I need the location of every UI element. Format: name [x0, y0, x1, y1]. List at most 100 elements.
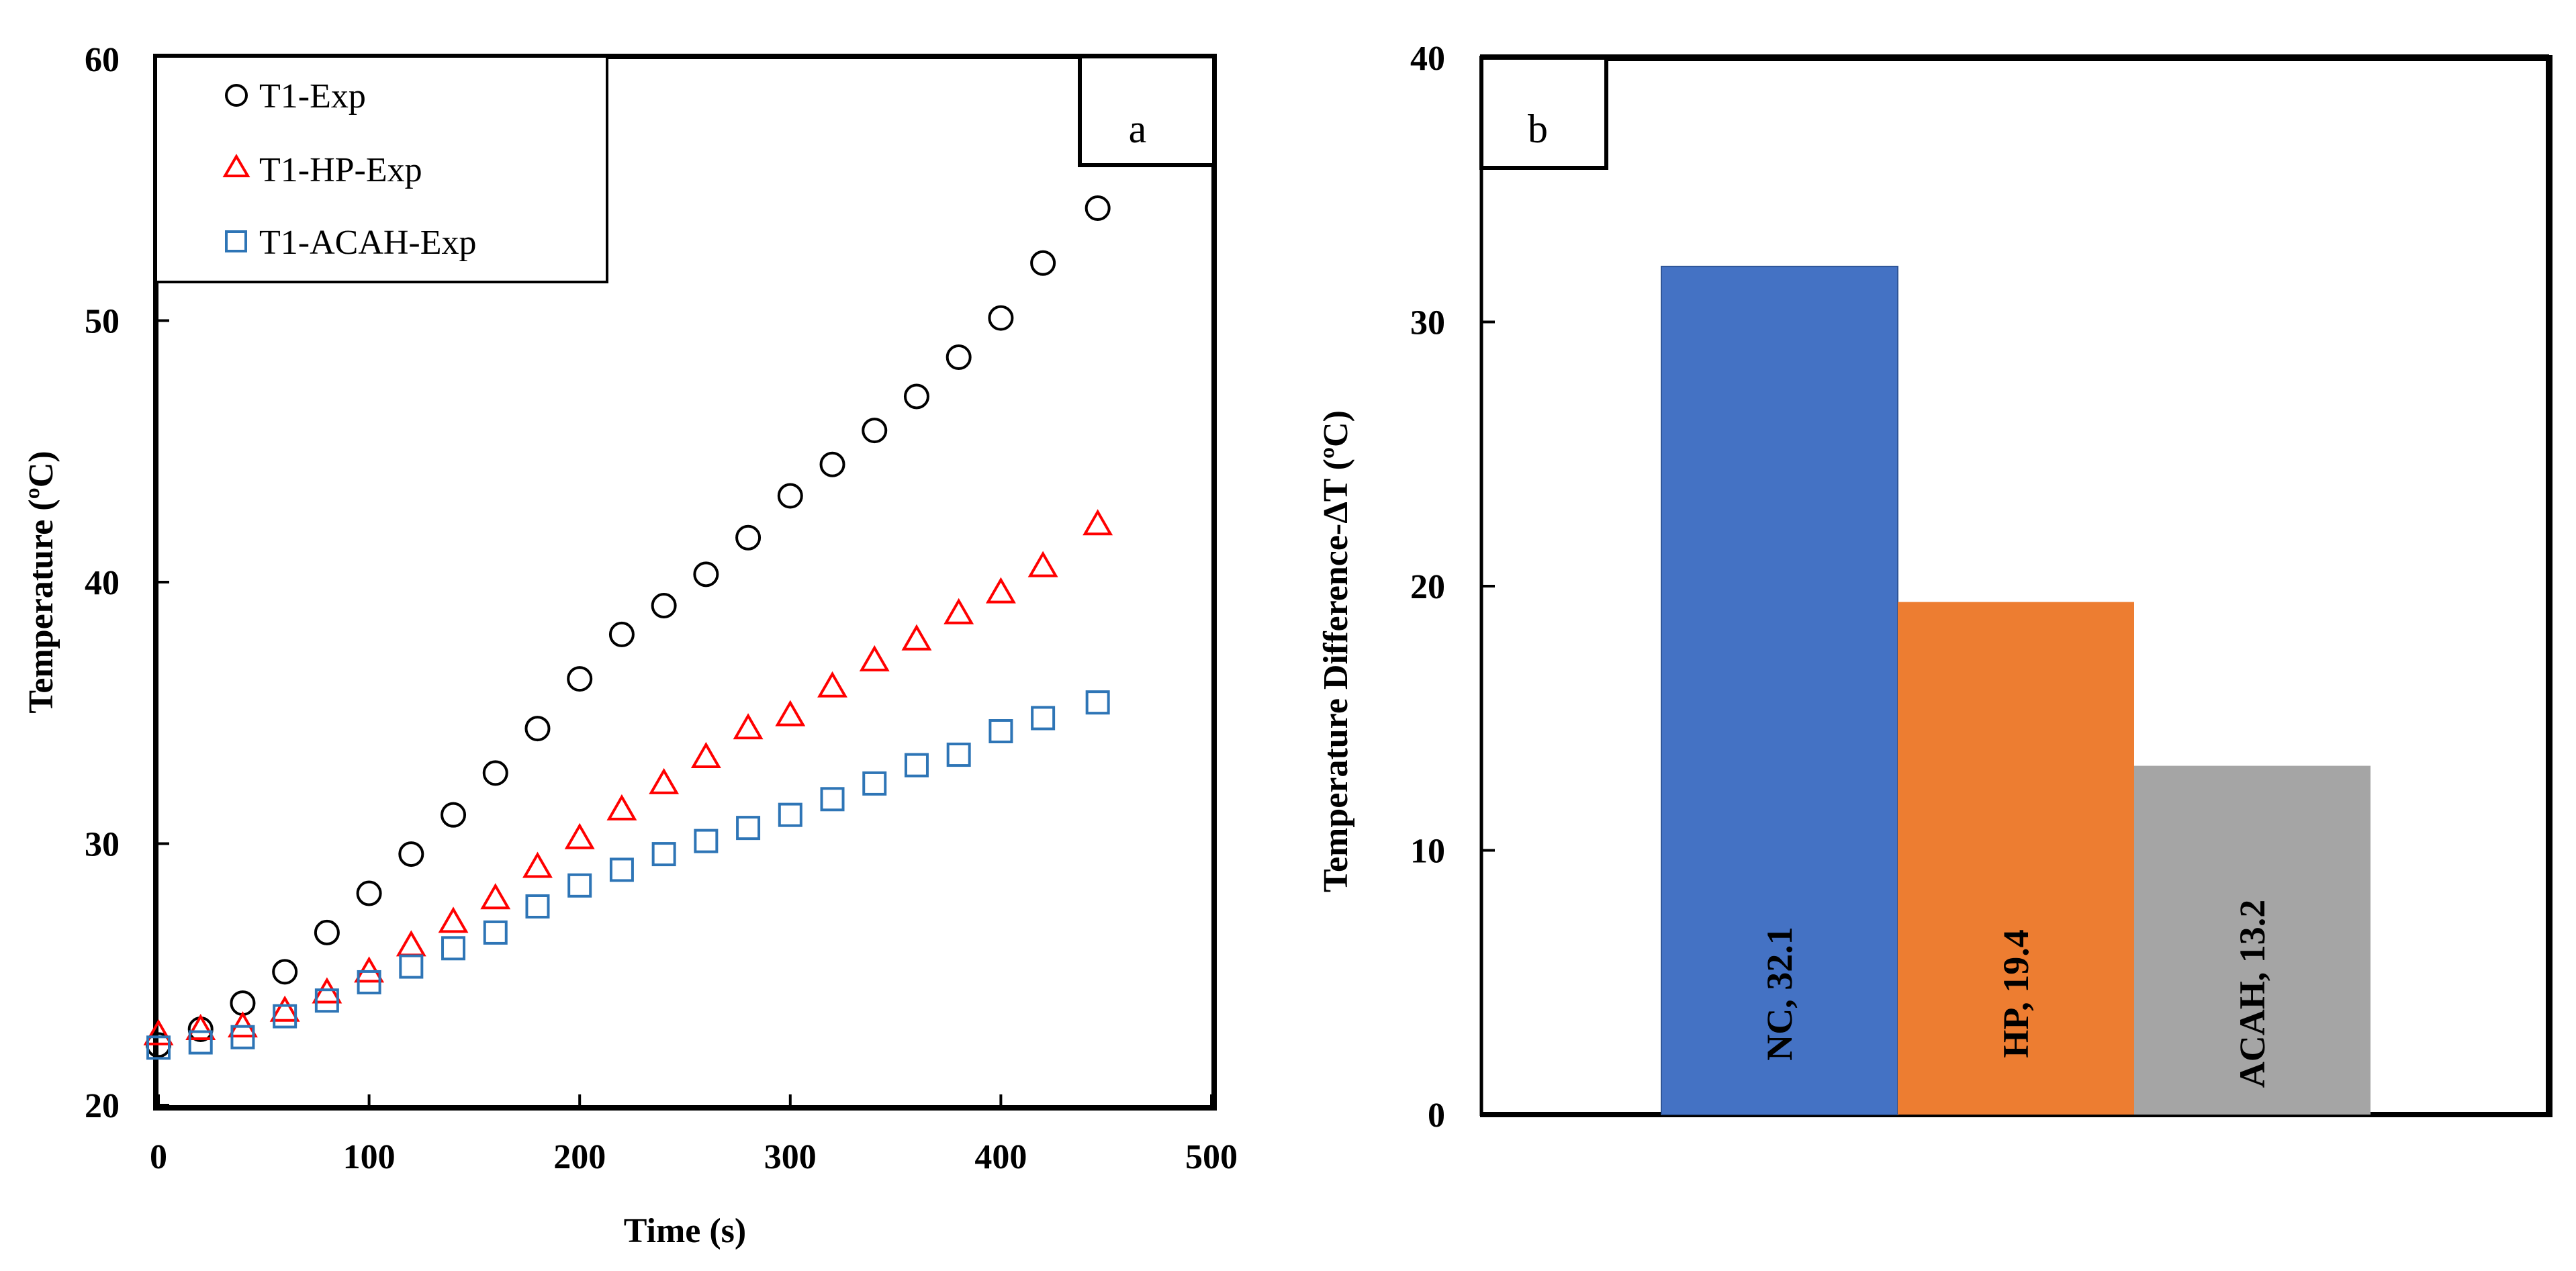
chart-a-x-axis-title: Time (s) [624, 1212, 746, 1250]
chart-a-point-t1-acah-exp [988, 719, 1013, 744]
chart-a-legend-entry-t1-hp-exp: T1-HP-Exp [259, 151, 422, 189]
chart-a-point-t1-acah-exp [525, 894, 550, 919]
chart-a-point-t1-acah-exp [357, 970, 381, 994]
chart-a-point-t1-hp-exp [438, 906, 469, 933]
chart-a-point-t1-hp-exp [649, 767, 680, 794]
chart-b-bar-hp [1898, 602, 2134, 1115]
chart-a-legend-box [154, 55, 608, 283]
chart-a-y-axis-title: Temperature (ºC) [22, 451, 60, 713]
chart-a-point-t1-hp-exp [690, 741, 721, 768]
chart-a-point-t1-hp-exp [522, 851, 553, 878]
chart-a-x-tick-label: 100 [343, 1138, 396, 1176]
chart-a-point-t1-acah-exp [314, 988, 339, 1013]
chart-b-y-tick-label: 40 [1410, 40, 1445, 78]
chart-a-point-t1-acah-exp [273, 1004, 297, 1029]
chart-a-point-t1-exp [651, 593, 677, 619]
chart-a-data-points [143, 195, 1113, 1060]
chart-a-point-t1-hp-exp [733, 713, 764, 740]
chart-a-point-t1-hp-exp [143, 1019, 174, 1045]
chart-a-point-t1-hp-exp [1083, 509, 1113, 536]
chart-a-y-tick-label: 60 [85, 41, 120, 79]
chart-a-point-t1-acah-exp [694, 829, 719, 853]
chart-a-legend: T1-Exp T1-HP-Exp T1-ACAH-Exp [154, 55, 608, 283]
chart-a-panel-label-box [1078, 54, 1216, 167]
chart-a-panel-label: a [1129, 107, 1147, 151]
chart-b-bar-acah [2134, 765, 2371, 1115]
chart-a-point-t1-acah-exp [1031, 706, 1056, 731]
chart-a-point-t1-hp-exp [1027, 551, 1058, 577]
chart-a-point-t1-hp-exp [944, 598, 974, 624]
chart-a-x-tick-label: 0 [150, 1138, 167, 1176]
chart-b-panel-label: b [1528, 107, 1548, 151]
chart-a-point-t1-acah-exp [483, 920, 508, 945]
chart-a-point-t1-hp-exp [185, 1014, 216, 1041]
chart-a-point-t1-exp [735, 524, 762, 551]
chart-a-point-t1-exp [819, 451, 845, 477]
chart-a-point-t1-hp-exp [901, 624, 932, 651]
legend-marker-square [225, 230, 247, 252]
chart-a-point-t1-acah-exp [651, 842, 676, 867]
chart-a-x-tick-label: 400 [974, 1138, 1027, 1176]
chart-a-point-t1-exp [272, 959, 298, 985]
chart-a-point-t1-exp [693, 561, 719, 587]
chart-a-point-t1-hp-exp [606, 794, 637, 820]
chart-a-point-t1-acah-exp [736, 816, 761, 841]
chart-a-point-t1-hp-exp [396, 930, 426, 957]
chart-a-point-t1-hp-exp [269, 995, 300, 1022]
chart-a-point-t1-hp-exp [354, 956, 385, 983]
chart-b-y-axis: 0 10 20 30 40 [1410, 40, 1495, 1135]
chart-a-point-t1-acah-exp [188, 1030, 213, 1055]
chart-a-point-t1-acah-exp [946, 743, 971, 767]
chart-a-point-t1-exp [356, 880, 382, 906]
chart-a-y-tick-label: 20 [85, 1087, 120, 1125]
chart-a-point-t1-acah-exp [862, 771, 887, 796]
chart-a-point-t1-exp [777, 483, 803, 509]
chart-a-point-t1-acah-exp [441, 936, 466, 961]
legend-marker-triangle [222, 154, 250, 177]
chart-b: 0 10 20 30 40 NC, 32.1 HP, 19.4 ACAH, 13.2 Tem… [1317, 40, 2552, 1135]
chart-a-legend-entry-t1-acah-exp: T1-ACAH-Exp [259, 224, 477, 262]
chart-b-bar-nc [1661, 265, 1898, 1115]
chart-a-point-t1-hp-exp [480, 883, 511, 910]
chart-a-point-t1-exp [862, 418, 888, 444]
chart-b-y-tick-label: 20 [1410, 568, 1445, 606]
chart-b-panel-label-box [1479, 56, 1608, 170]
chart-a-point-t1-hp-exp [775, 700, 806, 726]
chart-a-y-axis: 20 30 40 50 60 [85, 41, 169, 1125]
chart-a-point-t1-hp-exp [564, 822, 595, 849]
chart-b-y-axis-title: Temperature Difference-ΔT (ºC) [1317, 410, 1355, 892]
chart-a-y-tick-label: 50 [85, 303, 120, 341]
chart-a-x-tick-label: 500 [1185, 1138, 1238, 1176]
chart-a-point-t1-exp [567, 666, 593, 692]
chart-a-legend-entry-t1-exp: T1-Exp [259, 77, 366, 115]
chart-a-x-tick-label: 200 [553, 1138, 606, 1176]
chart-a-x-tick-label: 300 [764, 1138, 817, 1176]
chart-a-point-t1-exp [1030, 250, 1056, 276]
chart-a-point-t1-acah-exp [609, 857, 634, 882]
chart-b-bar-label-acah: ACAH, 13.2 [2232, 900, 2272, 1088]
chart-a-point-t1-acah-exp [230, 1025, 255, 1049]
chart-a-point-t1-exp [946, 344, 972, 371]
chart-a: 20 30 40 50 60 0 100 200 300 400 500 Temperature … [22, 41, 1238, 1250]
chart-a-point-t1-exp [441, 802, 467, 828]
chart-a-point-t1-acah-exp [820, 787, 845, 812]
chart-a-point-t1-hp-exp [985, 577, 1016, 604]
legend-marker-circle [225, 84, 248, 107]
chart-a-point-t1-exp [988, 305, 1014, 331]
chart-b-bar-label-hp: HP, 19.4 [1996, 929, 2036, 1058]
chart-b-bar-label-nc: NC, 32.1 [1759, 927, 1800, 1061]
chart-b-y-tick-label: 30 [1410, 304, 1445, 342]
chart-a-point-t1-acah-exp [399, 954, 424, 979]
chart-a-point-t1-acah-exp [904, 753, 929, 778]
chart-a-point-t1-exp [314, 919, 340, 945]
chart-a-point-t1-hp-exp [817, 671, 847, 698]
chart-a-y-tick-label: 30 [85, 826, 120, 864]
chart-a-point-t1-exp [482, 760, 508, 786]
chart-a-point-t1-hp-exp [859, 645, 890, 671]
chart-a-point-t1-exp [230, 990, 256, 1017]
chart-a-point-t1-exp [1085, 195, 1111, 222]
chart-a-point-t1-exp [903, 383, 929, 410]
chart-a-point-t1-exp [608, 621, 635, 647]
